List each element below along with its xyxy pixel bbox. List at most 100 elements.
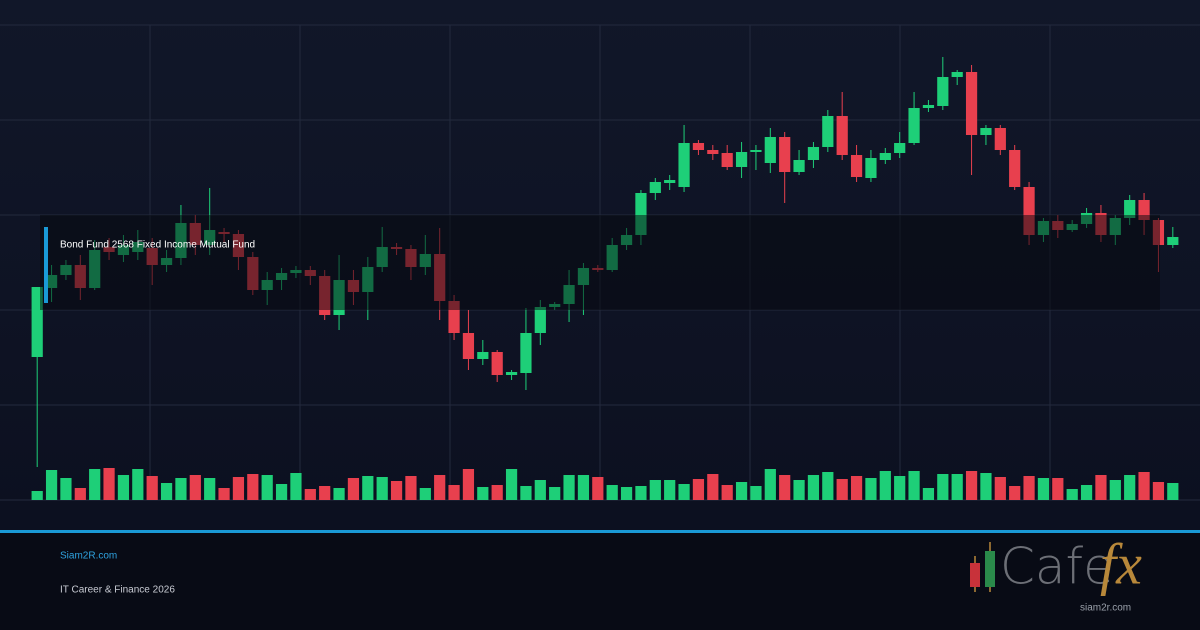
volume-bar	[649, 480, 661, 500]
volume-bar	[232, 477, 245, 500]
volume-bar	[347, 478, 360, 500]
candle-body	[462, 333, 475, 359]
volume-bar	[692, 479, 705, 500]
volume-bar	[520, 486, 532, 500]
volume-bar	[865, 478, 877, 500]
volume-bar	[735, 482, 748, 500]
volume-bars	[31, 468, 1179, 500]
volume-bar	[1023, 476, 1035, 500]
candle-body	[908, 108, 920, 143]
candle-body	[1023, 187, 1035, 235]
candle-body	[707, 150, 719, 154]
volume-bar	[563, 475, 575, 500]
candle-body	[894, 143, 906, 153]
candle-body	[735, 152, 748, 167]
logo-candle	[970, 563, 980, 587]
label-overlay	[40, 215, 1160, 310]
logo-candle	[985, 551, 995, 587]
volume-bar	[721, 485, 733, 500]
volume-bar	[390, 481, 403, 500]
volume-bar	[764, 469, 776, 500]
candle-body	[1124, 200, 1136, 218]
volume-bar	[462, 469, 475, 500]
candle-body	[477, 352, 489, 359]
volume-bar	[290, 473, 302, 500]
volume-bar	[549, 487, 561, 500]
volume-bar	[707, 474, 719, 500]
candle-body	[1138, 200, 1150, 220]
logo-url: siam2r.com	[1080, 603, 1131, 614]
volume-bar	[807, 475, 820, 500]
volume-bar	[922, 488, 935, 500]
volume-bar	[405, 476, 417, 500]
site-name: Siam2R.com	[60, 551, 117, 562]
volume-bar	[664, 480, 676, 500]
volume-bar	[894, 476, 906, 500]
volume-bar	[606, 485, 618, 500]
divider	[0, 530, 1200, 533]
volume-bar	[45, 470, 58, 500]
candle-body	[922, 105, 935, 108]
volume-bar	[635, 486, 647, 500]
volume-bar	[534, 480, 546, 500]
volume-bar	[189, 475, 201, 500]
caption: IT Career & Finance 2026	[60, 585, 175, 596]
volume-bar	[419, 488, 431, 500]
label-accent	[44, 227, 48, 303]
candle-body	[836, 116, 848, 155]
volume-bar	[247, 474, 259, 500]
volume-bar	[577, 475, 590, 500]
candle-body	[534, 307, 546, 333]
volume-bar	[505, 469, 518, 500]
volume-bar	[1066, 489, 1078, 500]
candle-body	[520, 333, 532, 373]
volume-bar	[376, 477, 388, 500]
candle-body	[994, 128, 1006, 150]
volume-bar	[275, 484, 288, 500]
candle-body	[764, 137, 776, 163]
volume-bar	[1080, 485, 1093, 500]
volume-bar	[89, 469, 101, 500]
volume-bar	[491, 485, 503, 500]
footer-background	[0, 533, 1200, 630]
logo-word: Cafe	[1000, 538, 1114, 596]
volume-bar	[850, 476, 863, 500]
candle-body	[807, 147, 820, 160]
volume-bar	[836, 479, 848, 500]
volume-bar	[1052, 478, 1064, 500]
volume-bar	[132, 469, 144, 500]
logo-fx: fx	[1100, 531, 1142, 596]
candle-body	[793, 160, 805, 172]
candle-body	[879, 153, 891, 160]
volume-bar	[620, 487, 633, 500]
volume-bar	[951, 474, 963, 500]
candle-body	[505, 372, 518, 375]
volume-bar	[793, 480, 805, 500]
candle-body	[692, 143, 705, 150]
candle-body	[678, 143, 690, 187]
volume-bar	[592, 477, 604, 500]
volume-bar	[319, 486, 331, 500]
volume-bar	[1138, 472, 1150, 500]
candle-body	[750, 150, 762, 152]
candle-body	[965, 72, 978, 135]
volume-bar	[1037, 478, 1050, 500]
volume-bar	[60, 478, 72, 500]
candle-body	[721, 153, 733, 167]
volume-bar	[1124, 475, 1136, 500]
volume-bar	[477, 487, 489, 500]
logo: Cafe fx siam2r.com	[970, 531, 1142, 614]
volume-bar	[204, 478, 216, 500]
volume-bar	[160, 483, 173, 500]
candle-body	[1009, 150, 1021, 187]
volume-bar	[908, 471, 920, 500]
volume-bar	[1167, 483, 1179, 500]
volume-bar	[779, 475, 791, 500]
volume-bar	[1152, 482, 1165, 500]
candle-body	[491, 352, 503, 375]
candle-body	[980, 128, 992, 135]
volume-bar	[980, 473, 992, 500]
volume-bar	[333, 488, 345, 500]
volume-bar	[1109, 480, 1121, 500]
volume-bar	[879, 471, 891, 500]
